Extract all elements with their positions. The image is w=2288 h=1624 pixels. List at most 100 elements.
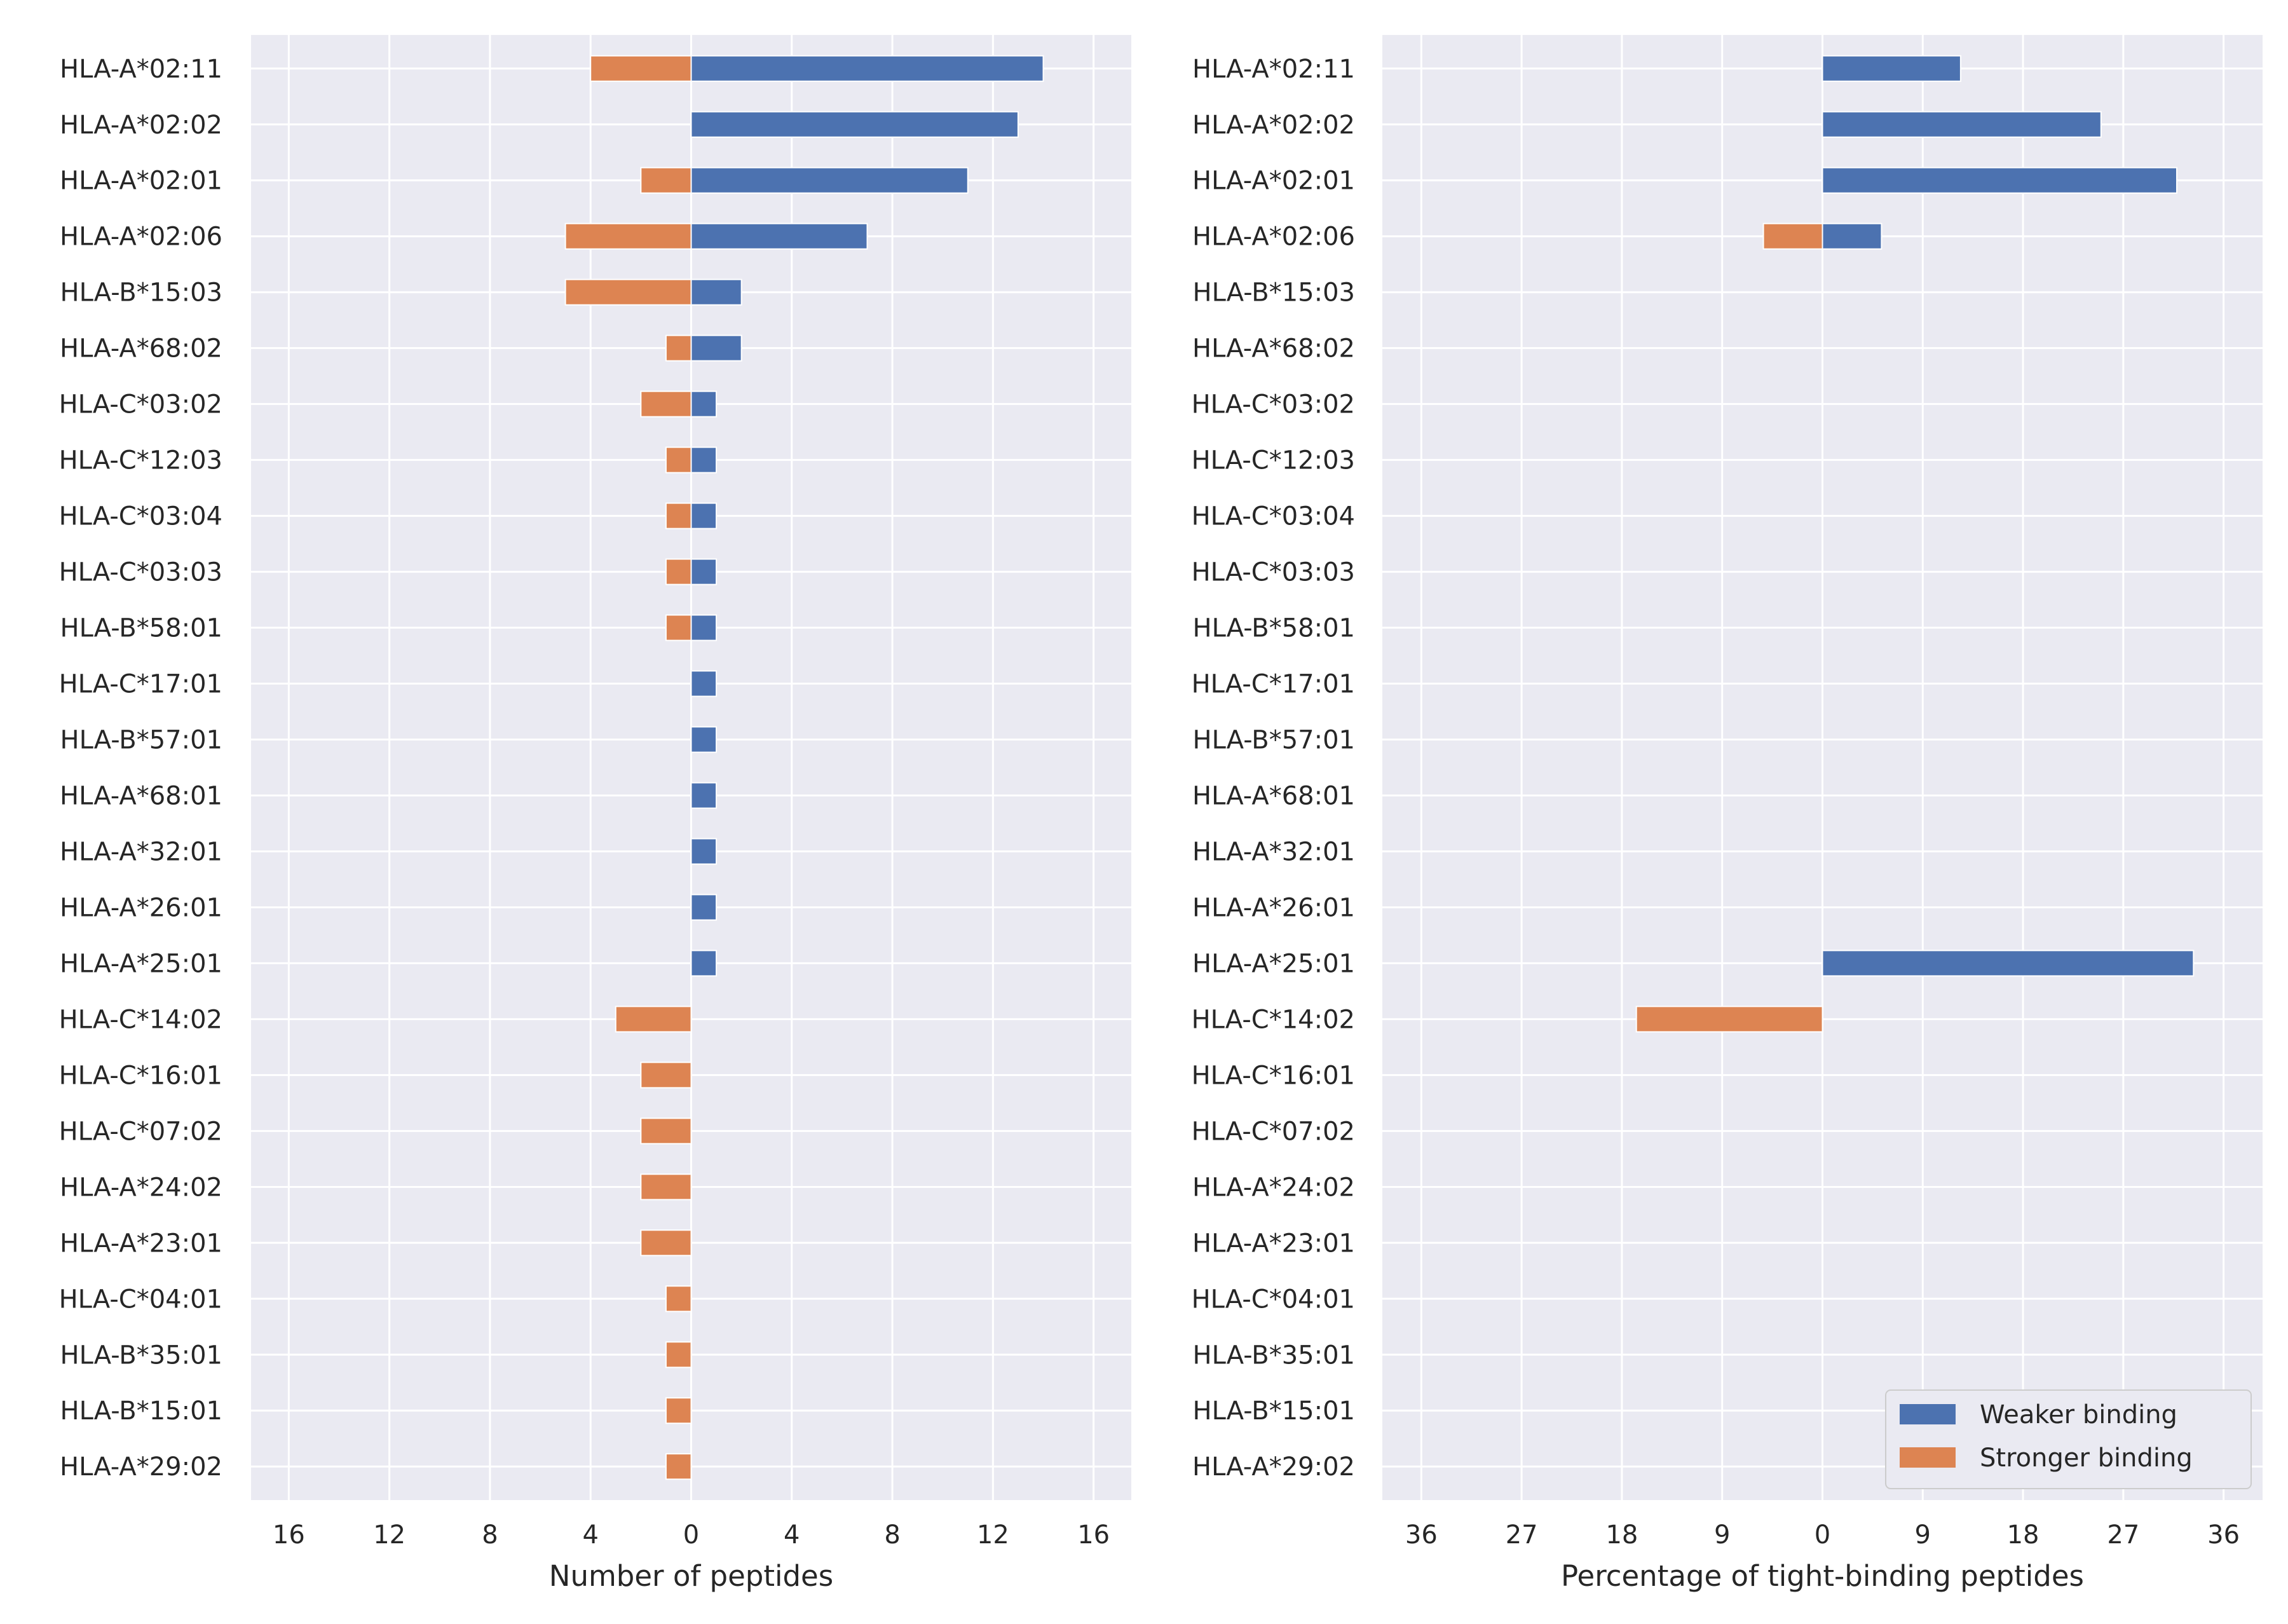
bar-stronger-3 xyxy=(564,222,692,250)
y-tick-label: HLA-A*02:01 xyxy=(1192,167,1355,196)
y-tick-label: HLA-B*57:01 xyxy=(60,726,223,755)
x-tick-label: 27 xyxy=(2107,1520,2139,1550)
y-tick-label: HLA-C*03:03 xyxy=(1192,558,1355,587)
x-tick-label: 8 xyxy=(884,1520,900,1550)
y-tick-label: HLA-B*58:01 xyxy=(1193,614,1356,643)
y-tick-label: HLA-C*04:01 xyxy=(59,1285,222,1314)
x-tick-label: 36 xyxy=(2207,1520,2240,1550)
y-tick-label: HLA-A*32:01 xyxy=(1192,837,1355,866)
y-tick-label: HLA-A*02:01 xyxy=(60,167,222,196)
x-tick-label: 9 xyxy=(1714,1520,1730,1550)
bar-stronger-19 xyxy=(640,1117,692,1145)
bar-weaker-10 xyxy=(690,614,718,641)
right-panel: HLA-A*02:11 HLA-A*02:02 HLA-A*02:01 HLA-A*0… xyxy=(1192,35,2263,1593)
y-tick-label: HLA-C*03:04 xyxy=(1192,502,1355,531)
bar-stronger-17 xyxy=(615,1006,692,1033)
y-tick-label: HLA-C*16:01 xyxy=(1192,1061,1355,1090)
bar-weaker-0 xyxy=(690,55,1044,82)
bar-weaker-16 xyxy=(690,950,718,977)
y-tick-label: HLA-C*07:02 xyxy=(59,1117,222,1146)
y-tick-label: HLA-B*15:01 xyxy=(60,1396,223,1426)
legend-box xyxy=(1885,1389,2252,1489)
y-tick-label: HLA-A*68:02 xyxy=(60,334,222,364)
y-tick-label: HLA-C*14:02 xyxy=(59,1005,222,1034)
bar-stronger-22 xyxy=(665,1285,692,1313)
bar-stronger-10 xyxy=(665,614,692,641)
y-tick-label: HLA-B*15:03 xyxy=(1193,278,1356,308)
y-tick-label: HLA-B*58:01 xyxy=(60,614,223,643)
bar-weaker-3 xyxy=(690,222,868,250)
bar-stronger-4 xyxy=(564,278,692,306)
y-tick-label: HLA-B*15:03 xyxy=(60,278,223,308)
bar-weaker-9 xyxy=(690,558,718,585)
bar-stronger-23 xyxy=(665,1341,692,1368)
x-tick-label: 9 xyxy=(1915,1520,1931,1550)
bar-stronger-17 xyxy=(1635,1006,1823,1033)
bar-stronger-7 xyxy=(665,446,692,474)
x-tick-label: 12 xyxy=(373,1520,405,1550)
legend-swatch xyxy=(1900,1447,1956,1468)
legend-swatch xyxy=(1900,1404,1956,1424)
y-tick-label: HLA-A*02:06 xyxy=(1192,222,1355,252)
left-panel: HLA-A*02:11 HLA-A*02:02 HLA-A*02:01 HLA-A*0… xyxy=(59,35,1131,1593)
bar-weaker-1 xyxy=(1822,111,2102,138)
bar-stronger-8 xyxy=(665,502,692,529)
x-tick-label: 18 xyxy=(2007,1520,2039,1550)
bar-weaker-16 xyxy=(1822,950,2195,977)
bar-stronger-18 xyxy=(640,1061,692,1089)
x-axis-label: Number of peptides xyxy=(549,1559,833,1593)
bar-stronger-2 xyxy=(640,167,692,194)
y-tick-label: HLA-C*03:02 xyxy=(1192,390,1355,420)
y-tick-label: HLA-C*17:01 xyxy=(59,670,222,699)
bar-stronger-20 xyxy=(640,1173,692,1201)
x-axis-label: Percentage of tight-binding peptides xyxy=(1561,1559,2084,1593)
y-tick-label: HLA-C*03:03 xyxy=(59,558,222,587)
x-tick-label: 0 xyxy=(1815,1520,1830,1550)
bar-weaker-0 xyxy=(1822,55,1961,82)
y-tick-label: HLA-A*25:01 xyxy=(1192,949,1355,978)
y-tick-label: HLA-A*02:06 xyxy=(60,222,222,252)
y-tick-label: HLA-A*02:02 xyxy=(1192,111,1355,140)
x-tick-label: 0 xyxy=(683,1520,699,1550)
y-tick-label: HLA-A*29:02 xyxy=(1192,1452,1355,1482)
y-tick-label: HLA-A*68:01 xyxy=(60,781,222,810)
bar-stronger-5 xyxy=(665,334,692,362)
bar-weaker-2 xyxy=(1822,167,2178,194)
y-tick-label: HLA-C*17:01 xyxy=(1192,670,1355,699)
x-tick-label: 27 xyxy=(1506,1520,1538,1550)
bar-weaker-5 xyxy=(690,334,742,362)
x-tick-label: 16 xyxy=(273,1520,305,1550)
y-tick-label: HLA-A*23:01 xyxy=(1192,1229,1355,1258)
y-tick-label: HLA-A*02:11 xyxy=(1192,55,1355,84)
bar-weaker-13 xyxy=(690,782,718,809)
y-tick-label: HLA-C*16:01 xyxy=(59,1061,222,1090)
x-tick-label: 4 xyxy=(784,1520,800,1550)
y-tick-label: HLA-A*68:02 xyxy=(1192,334,1355,364)
legend-label: Stronger binding xyxy=(1980,1443,2193,1473)
x-tick-label: 8 xyxy=(482,1520,498,1550)
bar-weaker-4 xyxy=(690,278,742,306)
bar-weaker-15 xyxy=(690,894,718,921)
legend: Weaker binding Stronger binding xyxy=(1885,1389,2252,1489)
x-tick-label: 4 xyxy=(582,1520,598,1550)
bar-weaker-11 xyxy=(690,670,718,697)
bar-stronger-0 xyxy=(590,55,692,82)
bar-stronger-25 xyxy=(665,1453,692,1480)
y-tick-label: HLA-A*23:01 xyxy=(60,1229,222,1258)
y-tick-label: HLA-A*68:01 xyxy=(1192,781,1355,810)
bar-weaker-1 xyxy=(690,111,1019,138)
bar-weaker-2 xyxy=(690,167,969,194)
y-tick-label: HLA-C*03:02 xyxy=(59,390,222,420)
y-tick-label: HLA-A*32:01 xyxy=(60,837,222,866)
x-tick-label: 16 xyxy=(1077,1520,1110,1550)
x-tick-label: 12 xyxy=(977,1520,1009,1550)
y-tick-label: HLA-C*04:01 xyxy=(1192,1285,1355,1314)
bar-weaker-8 xyxy=(690,502,718,529)
bar-weaker-3 xyxy=(1822,222,1883,250)
y-tick-label: HLA-B*35:01 xyxy=(60,1341,223,1370)
y-tick-label: HLA-A*25:01 xyxy=(60,949,222,978)
y-tick-label: HLA-C*12:03 xyxy=(1192,446,1355,475)
y-tick-label: HLA-B*35:01 xyxy=(1193,1341,1356,1370)
